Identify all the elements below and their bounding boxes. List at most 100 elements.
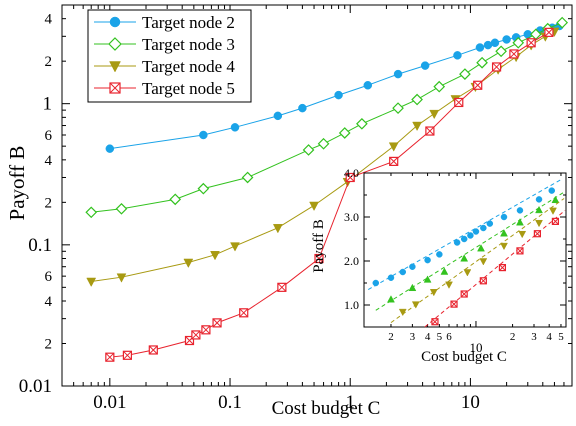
- data-point: [473, 80, 483, 90]
- data-point: [105, 144, 115, 153]
- y-tick-label: 1: [43, 94, 53, 115]
- inset-fit-line: [375, 192, 564, 311]
- inset-fit-line: [424, 210, 566, 328]
- data-point: [476, 56, 488, 69]
- inset-y-tick-label: 3.0: [344, 210, 359, 224]
- marker-cross: [109, 82, 121, 94]
- data-point: [314, 253, 324, 264]
- marker-cross: [105, 352, 115, 362]
- data-point: [115, 202, 128, 215]
- inset-data-point: [411, 301, 420, 309]
- main-plot-frame: [61, 4, 573, 387]
- marker-cross: [277, 282, 287, 292]
- inset-data-point: [387, 295, 395, 303]
- x-tick-label: 1: [345, 392, 355, 413]
- inset-data-point: [424, 256, 431, 264]
- data-point: [201, 325, 211, 335]
- data-point: [453, 51, 462, 60]
- inset-data-point: [398, 308, 407, 317]
- data-point: [116, 273, 127, 283]
- data-point: [454, 97, 464, 108]
- y-tick-label: 0.1: [28, 235, 52, 256]
- data-point: [495, 45, 507, 58]
- marker-cross: [431, 318, 439, 326]
- inset-data-point: [551, 195, 560, 204]
- marker-cross: [492, 62, 501, 72]
- y-minor-tick-label: 2: [45, 195, 53, 211]
- marker-cross: [552, 218, 559, 225]
- data-point: [122, 350, 132, 360]
- inset-data-point: [460, 235, 468, 243]
- inset-data-point: [409, 263, 416, 270]
- main-axes: 0.01 0.1 1 10 0.01 0.1 1 2 4 6 2 4 6 2 4: [19, 4, 573, 413]
- data-point: [412, 121, 423, 132]
- data-point: [273, 111, 283, 121]
- data-point: [529, 28, 542, 41]
- data-point: [433, 80, 446, 93]
- inset-data-point: [372, 279, 380, 287]
- inset-data-point: [533, 230, 541, 238]
- inset-data-point: [535, 219, 543, 228]
- inset-y-tick-label: 4.0: [344, 166, 359, 180]
- data-point: [491, 62, 502, 72]
- inset-data-point: [549, 207, 557, 215]
- marker-cross: [345, 173, 355, 182]
- data-point: [239, 308, 249, 318]
- inset-data-point: [431, 318, 439, 326]
- data-point: [509, 49, 519, 59]
- inset-data-point: [551, 217, 560, 225]
- inset-plot-frame: [363, 172, 567, 328]
- inset-data-point: [408, 283, 417, 292]
- main-chart: 0.01 0.1 1 10 0.01 0.1 1 2 4 6 2 4 6 2 4 Cost budget C…: [5, 4, 573, 419]
- inset-data-point: [445, 281, 453, 289]
- inset-series-2: [367, 179, 562, 291]
- inset-x-minor-tick-label: 2: [510, 331, 516, 343]
- series-2: [105, 21, 564, 153]
- data-point: [526, 38, 536, 48]
- inset-y-tick-label: 1.0: [344, 298, 359, 312]
- series-3: [85, 16, 569, 219]
- data-point: [199, 130, 208, 140]
- data-point: [212, 318, 222, 328]
- legend-label: Target node 3: [142, 35, 235, 54]
- data-point: [420, 61, 430, 70]
- data-point: [230, 123, 240, 132]
- data-point: [317, 137, 330, 150]
- inset-data-point: [472, 228, 480, 235]
- legend-marker: [109, 82, 121, 94]
- inset-data-point: [535, 196, 543, 203]
- inset-data-point: [387, 274, 395, 281]
- inset-series-3: [375, 192, 564, 311]
- inset-data-point: [516, 247, 524, 255]
- data-point: [298, 103, 307, 113]
- inset-x-minor-tick-label: 3: [531, 331, 537, 343]
- inset-data-point: [436, 251, 443, 258]
- y-minor-tick-label: 4: [45, 294, 53, 310]
- inset-data-point: [477, 244, 485, 252]
- data-point: [556, 16, 569, 29]
- data-point: [197, 182, 210, 195]
- marker-cross: [479, 277, 487, 285]
- inset-data-point: [498, 264, 507, 272]
- marker-cross: [534, 230, 541, 238]
- data-point: [345, 172, 355, 183]
- inset-data-point: [463, 269, 472, 277]
- data-point: [388, 142, 399, 152]
- marker-cross: [191, 330, 201, 340]
- data-point: [389, 156, 399, 166]
- y-minor-tick-label: 2: [45, 337, 53, 353]
- data-point: [393, 69, 403, 79]
- marker-cross: [516, 247, 524, 255]
- main-series-layer: [85, 16, 569, 362]
- y-tick-label: 0.01: [19, 376, 52, 397]
- data-point: [241, 171, 254, 184]
- inset-fit-line: [390, 198, 565, 324]
- data-point: [512, 36, 525, 49]
- marker-cross: [544, 28, 554, 37]
- data-point: [392, 102, 404, 114]
- inset-chart: 1.02.03.04.02 3 4 5 6 2 3 4 510 Cost budget C Pa…: [311, 166, 567, 365]
- marker-cross: [314, 254, 324, 263]
- inset-x-minor-tick-label: 6: [446, 331, 452, 343]
- inset-plot-area: [364, 173, 566, 327]
